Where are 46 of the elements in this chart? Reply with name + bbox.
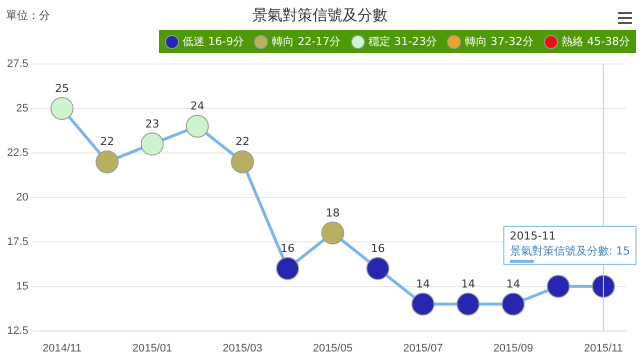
y-tick-label: 27.5	[6, 58, 28, 70]
point	[140, 132, 164, 156]
legend-label: 熱絡 45-38分	[562, 34, 630, 49]
y-tick-label: 12.5	[6, 324, 28, 337]
point	[321, 221, 344, 244]
data-label: 14	[461, 277, 476, 290]
data-label: 25	[54, 82, 69, 95]
legend-label: 轉向 22-17分	[272, 34, 341, 49]
data-label: 24	[190, 100, 204, 113]
x-tick-label: 2015/07	[403, 342, 443, 354]
point	[411, 292, 434, 316]
point	[592, 274, 615, 298]
data-label: 16	[280, 242, 295, 255]
x-tick-label: 2014/11	[42, 342, 82, 354]
point	[366, 257, 390, 280]
data-label: 18	[326, 206, 340, 220]
data-label: 14	[506, 277, 520, 290]
point	[50, 96, 74, 120]
data-label: 22	[235, 135, 250, 148]
x-tick-label: 2015/09	[493, 342, 534, 354]
y-axis-title: 單位：分	[6, 8, 50, 23]
legend-label: 低迷 16-9分	[182, 34, 244, 49]
data-label: 14	[416, 277, 430, 290]
x-tick-label: 2015/05	[312, 342, 353, 354]
point	[96, 150, 119, 174]
annotation: 2015-11 景氣對策信號及分數: 15	[510, 230, 630, 258]
y-tick-label: 17.5	[6, 236, 28, 248]
x-tick-label: 2015/01	[132, 342, 172, 354]
point	[276, 257, 300, 280]
y-tick-label: 20	[16, 191, 28, 204]
point	[502, 292, 525, 316]
data-label: 16	[370, 242, 385, 255]
data-label: 22	[100, 135, 114, 148]
x-tick-label: 2015/03	[222, 342, 262, 354]
point	[230, 150, 254, 174]
chart-title: 景氣對策信號及分數	[252, 6, 388, 24]
point	[456, 292, 480, 316]
y-tick-label: 15	[16, 280, 28, 292]
point	[186, 114, 209, 138]
y-tick-label: 22.5	[6, 146, 28, 159]
data-label: 23	[145, 117, 160, 130]
point	[546, 274, 570, 298]
x-tick-label: 2015/11	[584, 342, 623, 354]
legend-label: 穩定 31-23分	[368, 34, 438, 49]
legend-label: 轉向 37-32分	[465, 34, 534, 49]
y-tick-label: 25	[16, 102, 28, 114]
